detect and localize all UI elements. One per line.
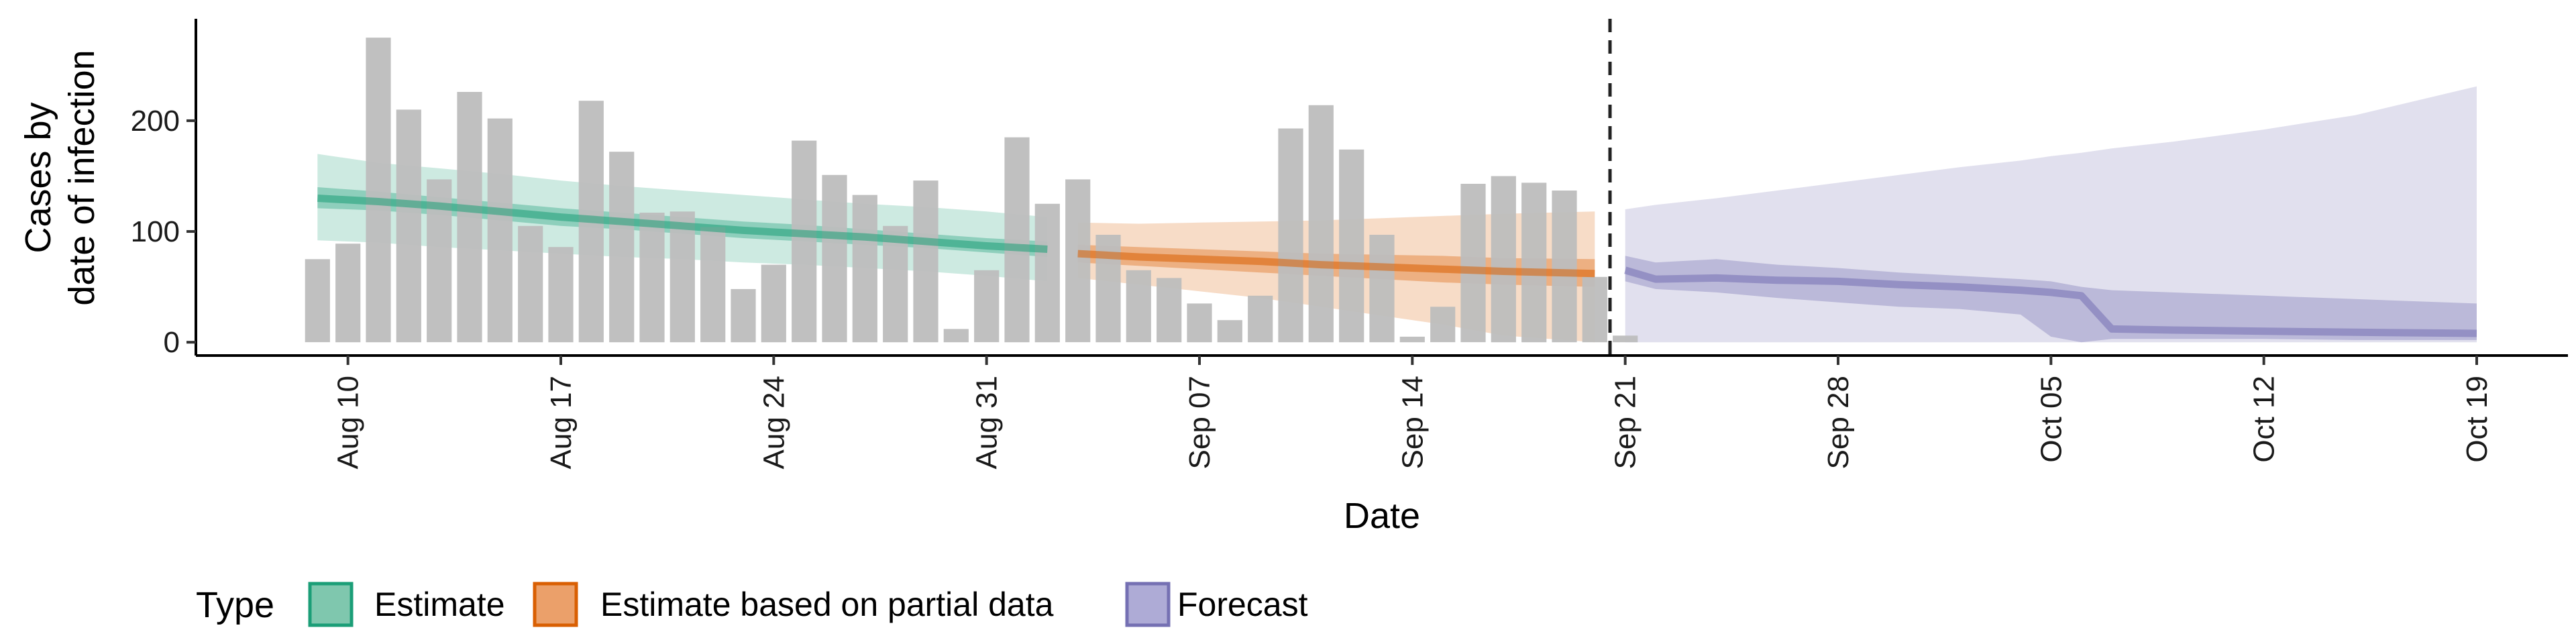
bar-42 [1582, 276, 1607, 343]
x-tick-label-4: Sep 07 [1183, 376, 1216, 469]
series-2-inner-band [1625, 256, 2477, 343]
bar-17 [822, 174, 847, 343]
y-tick-label-2: 200 [131, 105, 180, 138]
bar-26 [1095, 235, 1121, 343]
bar-0 [305, 259, 330, 343]
bar-8 [548, 247, 574, 343]
bar-14 [731, 288, 756, 343]
x-tick-label-2: Aug 24 [757, 376, 790, 469]
bar-2 [366, 38, 391, 343]
y-tick-label-1: 100 [131, 215, 180, 248]
legend-label-partial: Estimate based on partial data [600, 586, 1054, 623]
legend-label-forecast: Forecast [1177, 586, 1308, 623]
bar-13 [700, 227, 726, 343]
bar-23 [1004, 137, 1030, 343]
bar-20 [913, 180, 938, 343]
bar-21 [943, 329, 969, 343]
bar-36 [1399, 336, 1425, 343]
x-tick-label-9: Oct 12 [2248, 376, 2281, 463]
y-axis-title-line-2: date of infection [62, 50, 102, 305]
bar-6 [487, 118, 513, 343]
bar-33 [1308, 105, 1334, 343]
bar-35 [1369, 235, 1395, 343]
x-tick-label-10: Oct 19 [2461, 376, 2493, 463]
bar-29 [1187, 303, 1212, 343]
x-tick-label-5: Sep 14 [1396, 376, 1429, 469]
bar-31 [1248, 295, 1273, 343]
y-tick-label-0: 0 [164, 326, 180, 359]
bar-7 [518, 225, 543, 343]
x-tick-label-7: Sep 28 [1822, 376, 1855, 469]
bar-34 [1339, 149, 1364, 343]
bar-19 [883, 225, 908, 343]
bar-25 [1065, 179, 1091, 343]
bar-22 [974, 270, 1000, 343]
series-2-median-line [1624, 266, 2477, 337]
bar-24 [1034, 203, 1060, 343]
bar-11 [639, 213, 665, 343]
legend-label-estimate: Estimate [374, 586, 505, 623]
bar-16 [792, 140, 817, 343]
x-tick-label-0: Aug 10 [332, 376, 365, 469]
bar-5 [457, 92, 482, 343]
axes-layer: 0 100 200 Aug 10 Aug 17 Aug 24 Aug 31 Sep 07 Sep… [131, 19, 2568, 469]
bar-41 [1552, 191, 1577, 343]
bar-18 [852, 195, 877, 343]
legend-title: Type [196, 585, 274, 625]
legend-key-estimate [308, 582, 354, 627]
x-tick-label-3: Aug 31 [971, 376, 1004, 469]
y-axis-title-line-1: Cases by [18, 102, 58, 253]
bar-30 [1217, 320, 1242, 343]
x-tick-label-1: Aug 17 [545, 376, 578, 469]
bar-27 [1126, 270, 1151, 343]
bar-28 [1157, 278, 1182, 343]
legend-key-partial [533, 582, 578, 627]
x-tick-label-6: Sep 21 [1609, 376, 1642, 469]
bar-3 [396, 109, 421, 343]
bar-39 [1491, 176, 1516, 343]
series-1-median-line [1077, 250, 1595, 278]
bar-43 [1613, 335, 1638, 343]
bar-38 [1460, 184, 1486, 343]
bar-10 [609, 152, 635, 343]
bar-37 [1430, 307, 1456, 343]
bars-layer [305, 38, 1638, 343]
series-0-median-line [317, 195, 1048, 253]
bar-32 [1278, 128, 1303, 343]
bar-1 [335, 244, 361, 343]
x-axis-title: Date [1344, 496, 1420, 536]
bar-40 [1521, 182, 1547, 343]
median-layer [317, 195, 2477, 337]
legend-key-forecast [1125, 582, 1171, 627]
bar-12 [669, 211, 695, 343]
x-tick-label-8: Oct 05 [2035, 376, 2068, 463]
legend: Type Estimate Estimate based on partial … [196, 582, 1308, 627]
bar-15 [761, 264, 786, 343]
